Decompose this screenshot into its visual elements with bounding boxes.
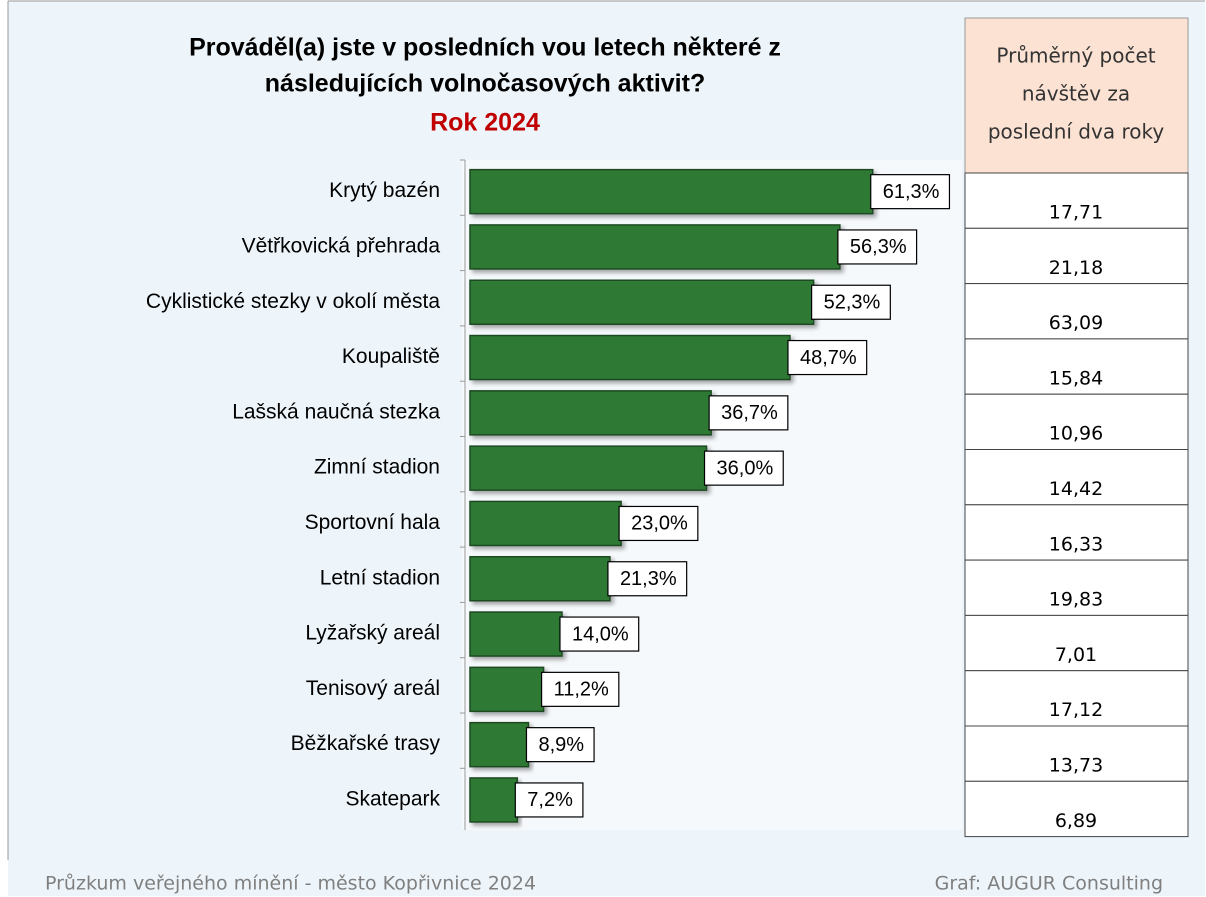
chart-title: Prováděl(a) jste v posledních vou letech… xyxy=(189,34,781,62)
chart-title: následujících volnočasových aktivit? xyxy=(265,70,705,98)
data-label: 36,0% xyxy=(717,457,774,479)
bar xyxy=(469,224,841,270)
plot-area xyxy=(462,160,962,830)
data-label: 11,2% xyxy=(554,679,609,701)
table-header-text: návštěv za xyxy=(1022,82,1130,106)
data-label-box xyxy=(607,561,688,597)
bar xyxy=(469,168,874,215)
bar xyxy=(469,445,708,491)
table-cell-text: 19,83 xyxy=(1049,589,1103,611)
data-label-box xyxy=(708,395,789,431)
data-label: 21,3% xyxy=(620,568,677,590)
data-label: 14,0% xyxy=(572,623,629,645)
table: Průměrný počet návštěv za poslední dva rok… xyxy=(964,44,1189,838)
table-cell-text: 15,84 xyxy=(1049,367,1103,389)
y-tick-label: Běžkařské trasy xyxy=(291,732,441,755)
data-label: 52,3% xyxy=(824,292,881,314)
bar xyxy=(469,777,519,823)
data-label-box xyxy=(514,782,584,818)
table-cell xyxy=(964,780,1189,838)
table-cell-text: 17,71 xyxy=(1049,202,1103,224)
data-label: 48,7% xyxy=(800,347,857,369)
table-cell xyxy=(964,283,1189,340)
y-tick-label: Tenisový areál xyxy=(306,677,440,700)
y-tick-label: Koupaliště xyxy=(342,345,440,368)
y-tick-label: Zimní stadion xyxy=(314,456,440,479)
bar xyxy=(469,279,815,325)
table-header-text: Průměrný počet xyxy=(996,44,1155,68)
y-tick-label: Větřkovická přehrada xyxy=(242,234,441,257)
table-cell xyxy=(964,449,1189,506)
data-label: 36,7% xyxy=(721,402,778,424)
bar xyxy=(469,721,530,768)
table-cell xyxy=(964,559,1189,616)
data-label-box xyxy=(811,284,891,320)
data-label: 7,2% xyxy=(527,789,573,811)
table-cell-text: 13,73 xyxy=(1049,755,1103,777)
data-label: 23,0% xyxy=(631,513,688,535)
table-cell xyxy=(964,393,1189,451)
table-cell-text: 63,09 xyxy=(1049,312,1103,334)
data-label: 8,9% xyxy=(538,734,584,756)
table-cell-text: 16,33 xyxy=(1049,533,1103,555)
table-header-text: poslední dva roky xyxy=(988,120,1165,144)
data-label: 56,3% xyxy=(850,236,907,258)
bar xyxy=(469,334,791,381)
table-cell-text: 7,01 xyxy=(1055,644,1097,666)
table-cell xyxy=(964,227,1189,285)
data-label-box xyxy=(559,616,640,652)
chart-subtitle: Rok 2024 xyxy=(430,109,540,137)
table-cell-text: 21,18 xyxy=(1049,257,1103,279)
table-cell xyxy=(964,670,1189,727)
table-cell xyxy=(964,504,1189,561)
table-cell xyxy=(964,725,1189,782)
y-tick-label: Skatepark xyxy=(345,787,440,810)
bar xyxy=(469,500,622,547)
data-label: 61,3% xyxy=(883,181,940,203)
y-tick-label: Lyžařský areál xyxy=(305,622,440,645)
y-tick-label: Lašská naučná stezka xyxy=(232,400,440,423)
table-cell xyxy=(964,338,1189,395)
table-cell-text: 10,96 xyxy=(1049,423,1103,445)
table-cell-text: 17,12 xyxy=(1049,699,1103,721)
bar xyxy=(469,556,611,602)
bar xyxy=(469,390,712,436)
footer-right: Graf: AUGUR Consulting xyxy=(935,873,1163,895)
data-label-box xyxy=(540,671,620,707)
y-tick-label: Sportovní hala xyxy=(305,511,441,534)
table-cell-text: 6,89 xyxy=(1055,810,1097,832)
data-label-box xyxy=(787,339,868,376)
data-label-box xyxy=(525,727,595,763)
bar xyxy=(469,666,545,713)
data-label-box xyxy=(618,505,699,542)
table-cell xyxy=(964,172,1189,229)
bar xyxy=(469,611,563,657)
y-tick-label: Krytý bazén xyxy=(329,179,440,202)
data-label-box xyxy=(870,174,951,210)
footer-left: Průzkum veřejného mínění - město Kopřivn… xyxy=(45,873,536,895)
y-tick-label: Letní stadion xyxy=(320,566,440,589)
data-label-box xyxy=(703,450,784,486)
data-label-box xyxy=(837,229,918,265)
y-tick-label: Cyklistické stezky v okolí města xyxy=(146,290,440,313)
table-cell-text: 14,42 xyxy=(1049,478,1103,500)
table-header xyxy=(964,17,1189,174)
table-cell xyxy=(964,614,1189,672)
